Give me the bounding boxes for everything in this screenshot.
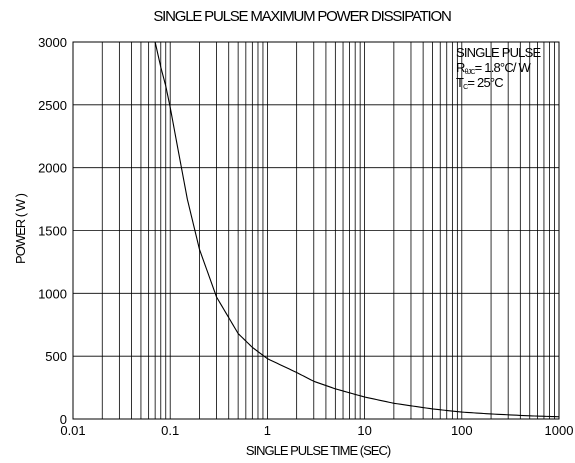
y-tick-label: 2500: [38, 98, 67, 113]
annotation-rjc-subscript: θJC: [465, 69, 476, 76]
annotation-tc-subscript: C: [463, 84, 468, 91]
y-tick-labels: 0 500 1000 1500 2000 2500 3000: [38, 35, 67, 427]
annotation-box: SINGLE PULSE RθJC= 1.8°C/ W TC= 25°C: [456, 45, 542, 91]
x-tick-labels: 0.01 0.1 1 10 100 1000: [60, 423, 573, 438]
grid: [72, 41, 559, 420]
y-tick-label: 500: [45, 349, 67, 364]
annotation-line-1: SINGLE PULSE: [456, 45, 541, 60]
y-tick-label: 1500: [38, 224, 67, 239]
x-tick-label: 0.1: [161, 423, 179, 438]
y-tick-label: 0: [60, 412, 67, 427]
y-axis-label: POWER ( W ): [13, 193, 28, 264]
x-tick-label: 100: [451, 423, 473, 438]
annotation-rjc-symbol: R: [456, 60, 465, 75]
annotation-tc-value: = 25°C: [467, 75, 503, 90]
y-tick-label: 1000: [38, 286, 67, 301]
y-tick-label: 3000: [38, 35, 67, 50]
x-tick-label: 10: [357, 423, 371, 438]
annotation-rjc-value: = 1.8°C/ W: [475, 60, 532, 75]
x-tick-label: 1: [264, 423, 271, 438]
annotation-tc-symbol: T: [456, 75, 464, 90]
y-tick-label: 2000: [38, 161, 67, 176]
x-tick-label: 0.01: [60, 423, 85, 438]
chart-title: SINGLE PULSE MAXIMUM POWER DISSIPATION: [153, 8, 451, 25]
annotation-line-2: RθJC= 1.8°C/ W: [456, 60, 532, 76]
x-tick-label: 1000: [545, 423, 574, 438]
x-axis-label: SINGLE PULSE TIME (SEC): [246, 443, 391, 458]
power-curve: [154, 41, 560, 418]
plot-frame: [72, 41, 560, 420]
series-layer: [154, 41, 560, 418]
annotation-line-3: TC= 25°C: [456, 75, 503, 91]
